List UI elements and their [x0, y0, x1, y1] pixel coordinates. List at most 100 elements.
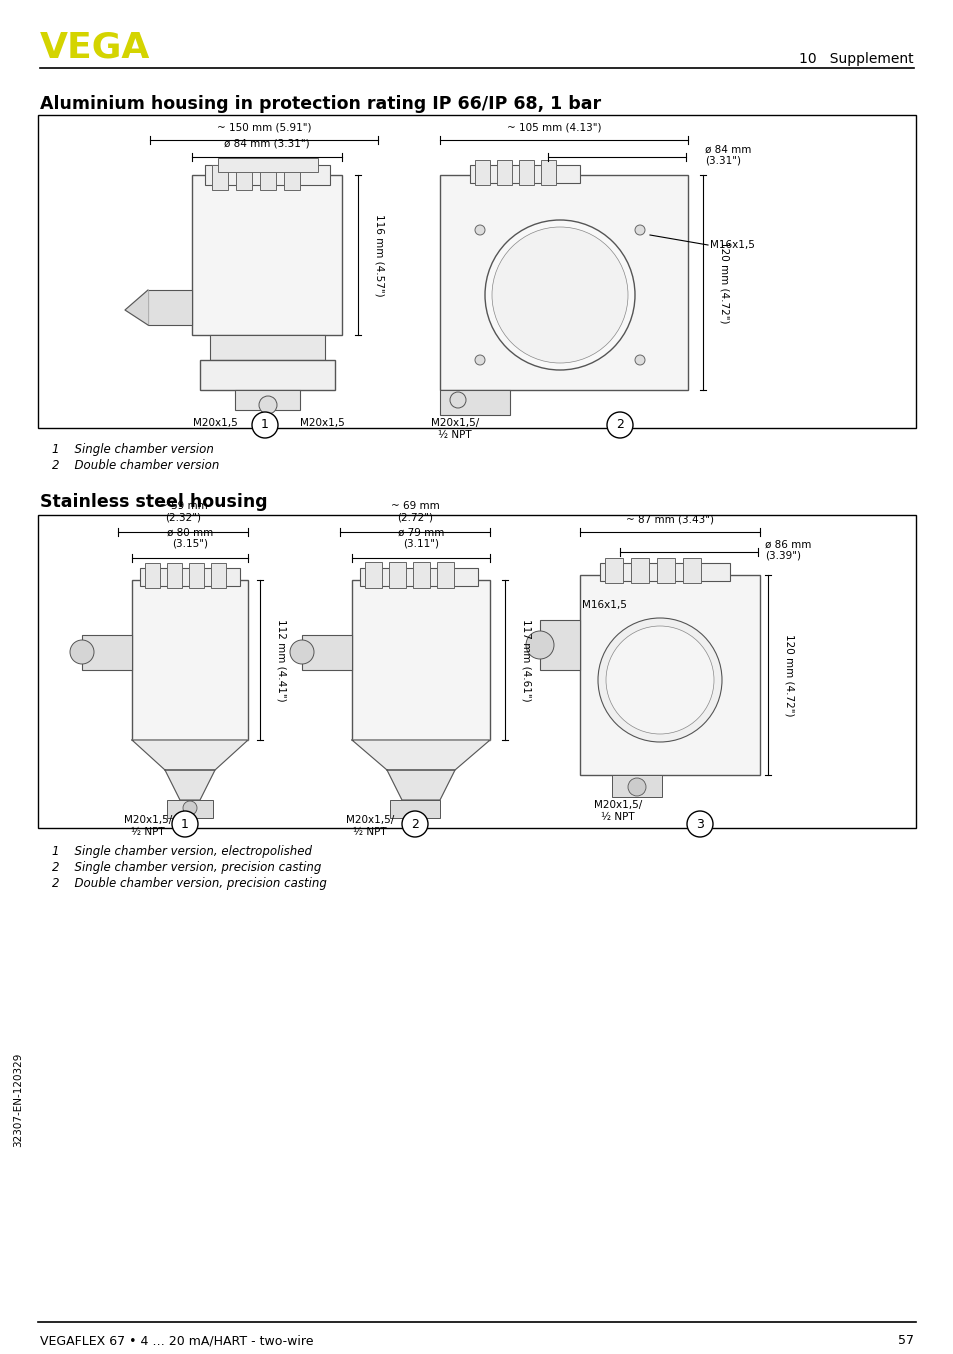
Text: 2    Double chamber version, precision casting: 2 Double chamber version, precision cast… — [52, 877, 327, 890]
Bar — [539, 620, 579, 670]
Polygon shape — [352, 741, 490, 770]
Text: 2    Single chamber version, precision casting: 2 Single chamber version, precision cast… — [52, 861, 321, 873]
Circle shape — [172, 811, 198, 837]
Polygon shape — [132, 741, 248, 770]
Circle shape — [183, 802, 196, 815]
Bar — [218, 158, 317, 172]
Bar — [205, 165, 330, 185]
Circle shape — [475, 355, 484, 366]
Text: 1: 1 — [261, 418, 269, 432]
Circle shape — [290, 640, 314, 663]
Circle shape — [484, 219, 635, 370]
Bar — [189, 563, 204, 588]
Bar — [140, 567, 240, 586]
Text: ~ 59 mm
(2.32"): ~ 59 mm (2.32") — [158, 501, 207, 523]
Bar — [352, 580, 490, 741]
Text: ~ 69 mm
(2.72"): ~ 69 mm (2.72") — [390, 501, 439, 523]
Text: 112 mm (4.41"): 112 mm (4.41") — [276, 619, 287, 701]
Text: M20x1,5/
½ NPT: M20x1,5/ ½ NPT — [124, 815, 172, 837]
Bar — [518, 160, 534, 185]
Text: M20x1,5/
½ NPT: M20x1,5/ ½ NPT — [346, 815, 394, 837]
Text: 2: 2 — [616, 418, 623, 432]
Bar — [630, 558, 648, 584]
Text: 2: 2 — [411, 818, 418, 830]
Bar — [82, 635, 132, 670]
Text: 116 mm (4.57"): 116 mm (4.57") — [375, 214, 385, 297]
Text: Stainless steel housing: Stainless steel housing — [40, 493, 268, 510]
Bar — [359, 567, 477, 586]
Bar — [497, 160, 512, 185]
Text: ø 86 mm
(3.39"): ø 86 mm (3.39") — [764, 539, 810, 561]
Bar — [302, 635, 352, 670]
Circle shape — [627, 779, 645, 796]
Bar — [212, 165, 228, 190]
Text: M20x1,5: M20x1,5 — [299, 418, 344, 428]
Bar — [439, 390, 510, 414]
Bar — [439, 175, 687, 390]
Bar — [599, 563, 729, 581]
Bar — [167, 800, 213, 818]
Text: 3: 3 — [696, 818, 703, 830]
Bar — [192, 175, 341, 334]
Bar — [365, 562, 381, 588]
Bar — [540, 160, 556, 185]
Bar — [210, 334, 325, 360]
Circle shape — [450, 393, 465, 408]
Circle shape — [401, 811, 428, 837]
Bar — [234, 390, 299, 410]
Bar — [470, 165, 579, 183]
Bar — [38, 515, 915, 829]
Bar — [235, 165, 252, 190]
Circle shape — [525, 631, 554, 659]
Text: 1    Single chamber version: 1 Single chamber version — [52, 443, 213, 456]
Text: M16x1,5: M16x1,5 — [581, 600, 626, 611]
Bar — [413, 562, 430, 588]
Text: VEGA: VEGA — [40, 30, 151, 64]
Bar — [145, 563, 160, 588]
Bar — [657, 558, 675, 584]
Bar — [389, 562, 406, 588]
Circle shape — [635, 355, 644, 366]
Bar — [38, 115, 915, 428]
Polygon shape — [125, 290, 148, 325]
Text: Aluminium housing in protection rating IP 66/IP 68, 1 bar: Aluminium housing in protection rating I… — [40, 95, 600, 112]
Text: 2    Double chamber version: 2 Double chamber version — [52, 459, 219, 473]
Text: ~ 105 mm (4.13"): ~ 105 mm (4.13") — [506, 122, 600, 131]
Text: ø 79 mm
(3.11"): ø 79 mm (3.11") — [397, 528, 444, 548]
Bar — [390, 800, 439, 818]
Text: M20x1,5/
½ NPT: M20x1,5/ ½ NPT — [594, 800, 641, 822]
Circle shape — [70, 640, 94, 663]
Bar — [132, 580, 248, 741]
Circle shape — [598, 617, 721, 742]
Text: 120 mm (4.72"): 120 mm (4.72") — [784, 634, 794, 716]
Bar — [475, 160, 490, 185]
Bar — [200, 360, 335, 390]
Text: 1    Single chamber version, electropolished: 1 Single chamber version, electropolishe… — [52, 845, 312, 858]
Bar — [211, 563, 226, 588]
Bar — [682, 558, 700, 584]
Polygon shape — [387, 770, 455, 800]
Text: 57: 57 — [897, 1334, 913, 1347]
Bar — [260, 165, 275, 190]
Circle shape — [605, 626, 713, 734]
Text: ø 84 mm
(3.31"): ø 84 mm (3.31") — [704, 144, 751, 165]
Text: M20x1,5: M20x1,5 — [193, 418, 237, 428]
Text: ø 84 mm (3.31"): ø 84 mm (3.31") — [224, 139, 310, 149]
Bar — [604, 558, 622, 584]
Text: ~ 150 mm (5.91"): ~ 150 mm (5.91") — [216, 122, 311, 131]
Text: 1: 1 — [181, 818, 189, 830]
Text: M16x1,5: M16x1,5 — [709, 240, 754, 250]
Text: M20x1,5/
½ NPT: M20x1,5/ ½ NPT — [431, 418, 478, 440]
Circle shape — [258, 395, 276, 414]
Bar — [148, 290, 192, 325]
Text: ~ 87 mm (3.43"): ~ 87 mm (3.43") — [625, 515, 713, 524]
Circle shape — [475, 225, 484, 236]
Bar — [167, 563, 182, 588]
Polygon shape — [165, 770, 214, 800]
Text: ø 80 mm
(3.15"): ø 80 mm (3.15") — [167, 528, 213, 548]
Text: 32307-EN-120329: 32307-EN-120329 — [13, 1053, 23, 1147]
Text: 117 mm (4.61"): 117 mm (4.61") — [521, 619, 532, 701]
Circle shape — [492, 227, 627, 363]
Circle shape — [635, 225, 644, 236]
Text: 120 mm (4.72"): 120 mm (4.72") — [720, 241, 729, 324]
